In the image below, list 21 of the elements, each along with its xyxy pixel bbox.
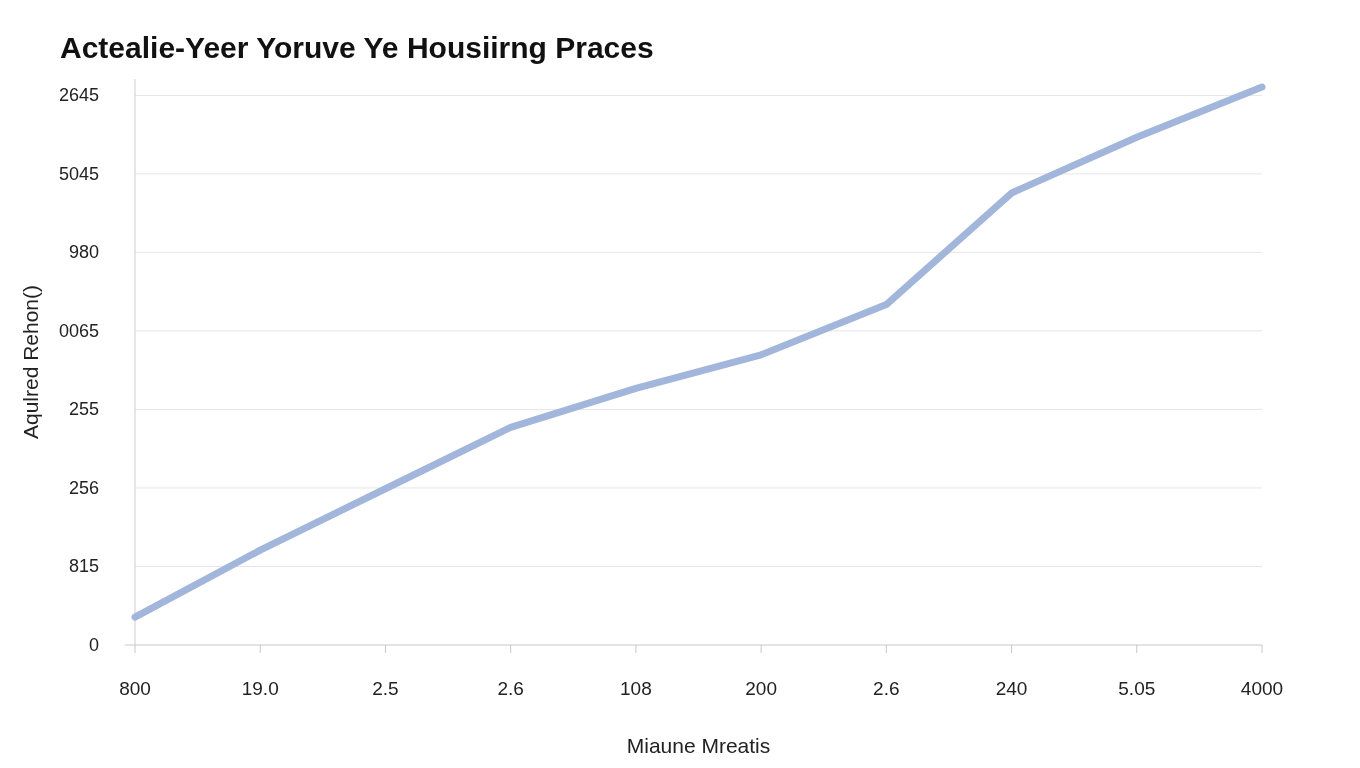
x-tick-label: 108: [620, 678, 652, 699]
text: 980: [68, 242, 99, 263]
x-axis-title: Miaune Mreatis: [626, 734, 771, 757]
x-tick-label: 240: [995, 678, 1028, 699]
x-tick-label: 2.6: [497, 678, 524, 699]
text: 5045: [58, 163, 99, 184]
text: 0: [88, 635, 99, 655]
x-tick-label: 2.5: [372, 678, 399, 699]
x-tick-label: 200: [745, 678, 777, 699]
text: 2645: [58, 85, 99, 106]
x-tick-label: 19.0: [241, 678, 279, 699]
x-tick-label: 5.05: [1118, 678, 1156, 699]
text: 255: [68, 399, 99, 420]
x-tick-label: 4000: [1240, 678, 1284, 699]
x-tick-label: 800: [119, 678, 151, 699]
chart-title: Actealie-Yeer Yoruve Ye Housiirng Praces: [60, 31, 654, 64]
text: 815: [68, 556, 99, 577]
x-tick-label: 2.6: [873, 678, 900, 699]
text: 0065: [58, 320, 99, 341]
y-axis-title: Aqulred Rehon(): [19, 284, 42, 440]
text: 256: [68, 477, 99, 498]
